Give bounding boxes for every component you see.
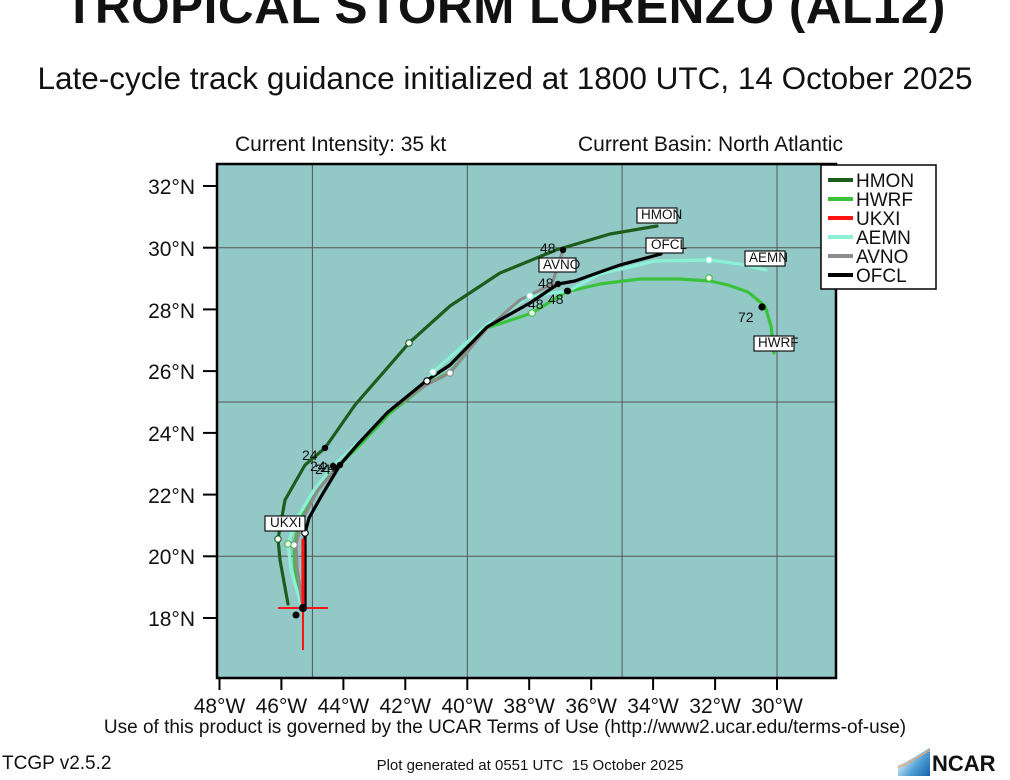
svg-text:HMON: HMON	[856, 171, 914, 192]
svg-text:AVNO: AVNO	[856, 247, 908, 268]
svg-text:UKXI: UKXI	[856, 209, 900, 230]
svg-text:AEMN: AEMN	[856, 228, 911, 249]
svg-text:HWRF: HWRF	[856, 190, 913, 211]
svg-text:OFCL: OFCL	[856, 266, 907, 287]
